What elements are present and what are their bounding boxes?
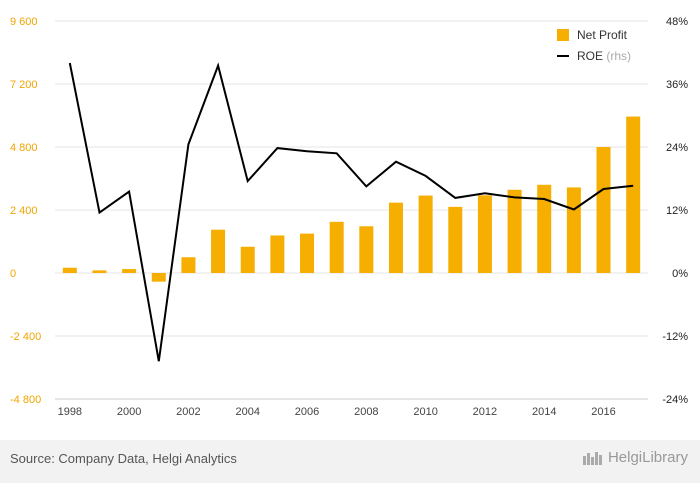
x-axis-ticks: 1998 2000 2002 2004 2006 2008 2010 2012 2014 2016: [58, 406, 616, 418]
right-axis-ticks: -24% -12% 0% 12% 24% 36% 48%: [662, 16, 688, 406]
legend-roe-suffix: (rhs): [606, 49, 631, 63]
left-tick-label: 0: [10, 268, 16, 280]
right-tick-label: -24%: [662, 394, 688, 406]
x-tick-label: 2014: [532, 406, 556, 418]
left-tick-label: 7 200: [10, 79, 38, 91]
x-tick-label: 2008: [354, 406, 378, 418]
net-profit-bar: [300, 233, 315, 273]
net-profit-bar: [448, 206, 463, 273]
net-profit-bar: [477, 195, 492, 273]
net-profit-bar: [359, 226, 374, 273]
x-tick-label: 1998: [58, 406, 82, 418]
legend-label-net-profit: Net Profit: [577, 28, 628, 42]
x-tick-label: 2010: [413, 406, 437, 418]
net-profit-bar: [329, 221, 344, 273]
helgi-library-logo-icon: [582, 451, 602, 465]
left-tick-label: 9 600: [10, 16, 38, 28]
net-profit-bar: [92, 270, 107, 273]
source-note: Source: Company Data, Helgi Analytics: [10, 451, 237, 466]
net-profit-bar: [62, 267, 77, 273]
net-profit-bar: [418, 195, 433, 273]
legend-swatch-net-profit: [557, 29, 569, 41]
net-profit-bar: [507, 189, 522, 273]
net-profit-bar: [122, 269, 137, 273]
x-tick-label: 2006: [295, 406, 319, 418]
left-tick-label: -4 800: [10, 394, 41, 406]
roe-line: [68, 62, 634, 362]
net-profit-bar: [596, 147, 611, 273]
combo-chart: -4 800 -2 400 0 2 400 4 800 7 200 9 600 -24% -1…: [10, 16, 688, 418]
net-profit-bar: [270, 235, 285, 273]
grid: [55, 20, 648, 400]
net-profit-bar: [388, 202, 403, 273]
net-profit-bar: [537, 184, 552, 273]
left-tick-label: 2 400: [10, 205, 38, 217]
left-axis-ticks: -4 800 -2 400 0 2 400 4 800 7 200 9 600: [10, 16, 41, 406]
x-tick-label: 2016: [591, 406, 615, 418]
legend: Net Profit ROE (rhs): [557, 28, 631, 63]
right-tick-label: -12%: [662, 331, 688, 343]
brand-name: HelgiLibrary: [607, 449, 688, 466]
legend-roe-name: ROE: [577, 49, 603, 63]
x-tick-label: 2012: [473, 406, 497, 418]
right-tick-label: 48%: [666, 16, 688, 28]
net-profit-bar: [151, 273, 166, 282]
brand[interactable]: HelgiLibrary: [582, 449, 688, 466]
x-tick-label: 2000: [117, 406, 141, 418]
net-profit-bar: [626, 116, 641, 273]
net-profit-bar: [181, 257, 196, 273]
net-profit-bars: [62, 116, 641, 282]
x-tick-label: 2002: [176, 406, 200, 418]
right-tick-label: 24%: [666, 142, 688, 154]
net-profit-bar: [211, 229, 226, 273]
left-tick-label: 4 800: [10, 142, 38, 154]
right-tick-label: 36%: [666, 79, 688, 91]
right-tick-label: 0%: [672, 268, 688, 280]
legend-label-roe: ROE (rhs): [577, 49, 631, 63]
net-profit-bar: [240, 246, 255, 273]
right-tick-label: 12%: [666, 205, 688, 217]
left-tick-label: -2 400: [10, 331, 41, 343]
net-profit-bar: [566, 187, 581, 273]
x-tick-label: 2004: [235, 406, 259, 418]
